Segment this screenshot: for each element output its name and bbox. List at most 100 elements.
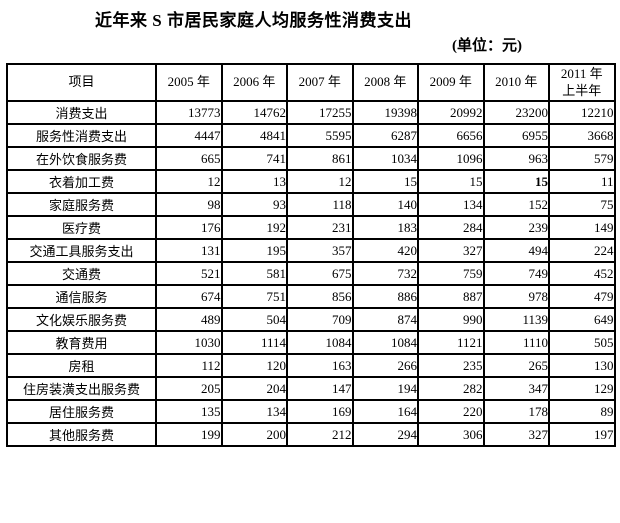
value-cell: 6955 <box>482 123 550 148</box>
value-cell: 120 <box>220 353 288 378</box>
value-cell: 504 <box>220 307 288 332</box>
value-cell: 169 <box>286 399 354 424</box>
table-row: 文化娱乐服务费 489 504 709 874 990 1139 649 <box>6 307 616 332</box>
value-cell: 140 <box>351 192 419 217</box>
value-cell: 887 <box>417 284 485 309</box>
row-label: 住房装潢支出服务费 <box>6 376 157 401</box>
value-cell: 12 <box>286 169 354 194</box>
value-cell: 112 <box>155 353 223 378</box>
value-cell: 732 <box>351 261 419 286</box>
value-cell: 665 <box>155 146 223 171</box>
table-row: 教育费用 1030 1114 1084 1084 1121 1110 505 <box>6 330 616 355</box>
table-row: 交通费 521 581 675 732 759 749 452 <box>6 261 616 286</box>
value-cell: 452 <box>548 261 616 286</box>
value-cell: 176 <box>155 215 223 240</box>
value-cell: 489 <box>155 307 223 332</box>
value-cell: 1121 <box>417 330 485 355</box>
value-cell: 178 <box>482 399 550 424</box>
value-cell: 89 <box>548 399 616 424</box>
value-cell: 505 <box>548 330 616 355</box>
value-cell: 195 <box>220 238 288 263</box>
value-cell: 751 <box>220 284 288 309</box>
column-header: 2007 年 <box>286 63 354 102</box>
value-cell: 861 <box>286 146 354 171</box>
row-label: 交通工具服务支出 <box>6 238 157 263</box>
value-cell: 23200 <box>482 100 550 125</box>
table-row: 住房装潢支出服务费 205 204 147 194 282 347 129 <box>6 376 616 401</box>
value-cell: 674 <box>155 284 223 309</box>
value-cell: 5595 <box>286 123 354 148</box>
value-cell: 990 <box>417 307 485 332</box>
column-header: 项目 <box>6 63 157 102</box>
value-cell: 98 <box>155 192 223 217</box>
column-header: 2010 年 <box>482 63 550 102</box>
value-cell: 12 <box>155 169 223 194</box>
row-label: 其他服务费 <box>6 422 157 447</box>
table-body: 消费支出 13773 14762 17255 19398 20992 23200 12210 服… <box>6 100 616 447</box>
row-label: 教育费用 <box>6 330 157 355</box>
value-cell: 20992 <box>417 100 485 125</box>
value-cell: 1114 <box>220 330 288 355</box>
value-cell: 129 <box>548 376 616 401</box>
value-cell: 147 <box>286 376 354 401</box>
row-label: 消费支出 <box>6 100 157 125</box>
header-row: 项目 2005 年 2006 年 2007 年 2008 年 2009 年 2010 年 20… <box>6 63 616 102</box>
value-cell: 4841 <box>220 123 288 148</box>
table-row: 家庭服务费 98 93 118 140 134 152 75 <box>6 192 616 217</box>
row-label: 医疗费 <box>6 215 157 240</box>
value-cell: 192 <box>220 215 288 240</box>
value-cell: 284 <box>417 215 485 240</box>
row-label: 文化娱乐服务费 <box>6 307 157 332</box>
table-row: 服务性消费支出 4447 4841 5595 6287 6656 6955 3668 <box>6 123 616 148</box>
value-cell: 130 <box>548 353 616 378</box>
value-cell: 6656 <box>417 123 485 148</box>
value-cell: 15 <box>417 169 485 194</box>
value-cell: 152 <box>482 192 550 217</box>
value-cell: 19398 <box>351 100 419 125</box>
value-cell: 220 <box>417 399 485 424</box>
value-cell: 1084 <box>351 330 419 355</box>
value-cell: 3668 <box>548 123 616 148</box>
table-row: 医疗费 176 192 231 183 284 239 149 <box>6 215 616 240</box>
value-cell: 75 <box>548 192 616 217</box>
row-label: 衣着加工费 <box>6 169 157 194</box>
value-cell: 13 <box>220 169 288 194</box>
value-cell: 239 <box>482 215 550 240</box>
value-cell: 347 <box>482 376 550 401</box>
column-header: 2008 年 <box>351 63 419 102</box>
value-cell: 327 <box>482 422 550 447</box>
row-label: 居住服务费 <box>6 399 157 424</box>
row-label: 家庭服务费 <box>6 192 157 217</box>
value-cell: 6287 <box>351 123 419 148</box>
value-cell: 306 <box>417 422 485 447</box>
value-cell: 134 <box>220 399 288 424</box>
row-label: 服务性消费支出 <box>6 123 157 148</box>
value-cell: 13773 <box>155 100 223 125</box>
table-row: 居住服务费 135 134 169 164 220 178 89 <box>6 399 616 424</box>
value-cell: 12210 <box>548 100 616 125</box>
value-cell: 886 <box>351 284 419 309</box>
value-cell: 194 <box>351 376 419 401</box>
value-cell: 15 <box>482 169 550 194</box>
value-cell: 134 <box>417 192 485 217</box>
table-row: 衣着加工费 12 13 12 15 15 15 11 <box>6 169 616 194</box>
value-cell: 93 <box>220 192 288 217</box>
value-cell: 759 <box>417 261 485 286</box>
value-cell: 204 <box>220 376 288 401</box>
value-cell: 1139 <box>482 307 550 332</box>
value-cell: 282 <box>417 376 485 401</box>
value-cell: 197 <box>548 422 616 447</box>
table-row: 通信服务 674 751 856 886 887 978 479 <box>6 284 616 309</box>
column-header: 2005 年 <box>155 63 223 102</box>
value-cell: 494 <box>482 238 550 263</box>
column-header: 2011 年上半年 <box>548 63 616 102</box>
page-title: 近年来 S 市居民家庭人均服务性消费支出 <box>95 11 412 30</box>
value-cell: 265 <box>482 353 550 378</box>
value-cell: 164 <box>351 399 419 424</box>
data-table: 项目 2005 年 2006 年 2007 年 2008 年 2009 年 2010 年 20… <box>6 63 616 447</box>
unit-note: (单位：元) <box>452 38 522 54</box>
value-cell: 199 <box>155 422 223 447</box>
value-cell: 131 <box>155 238 223 263</box>
value-cell: 856 <box>286 284 354 309</box>
